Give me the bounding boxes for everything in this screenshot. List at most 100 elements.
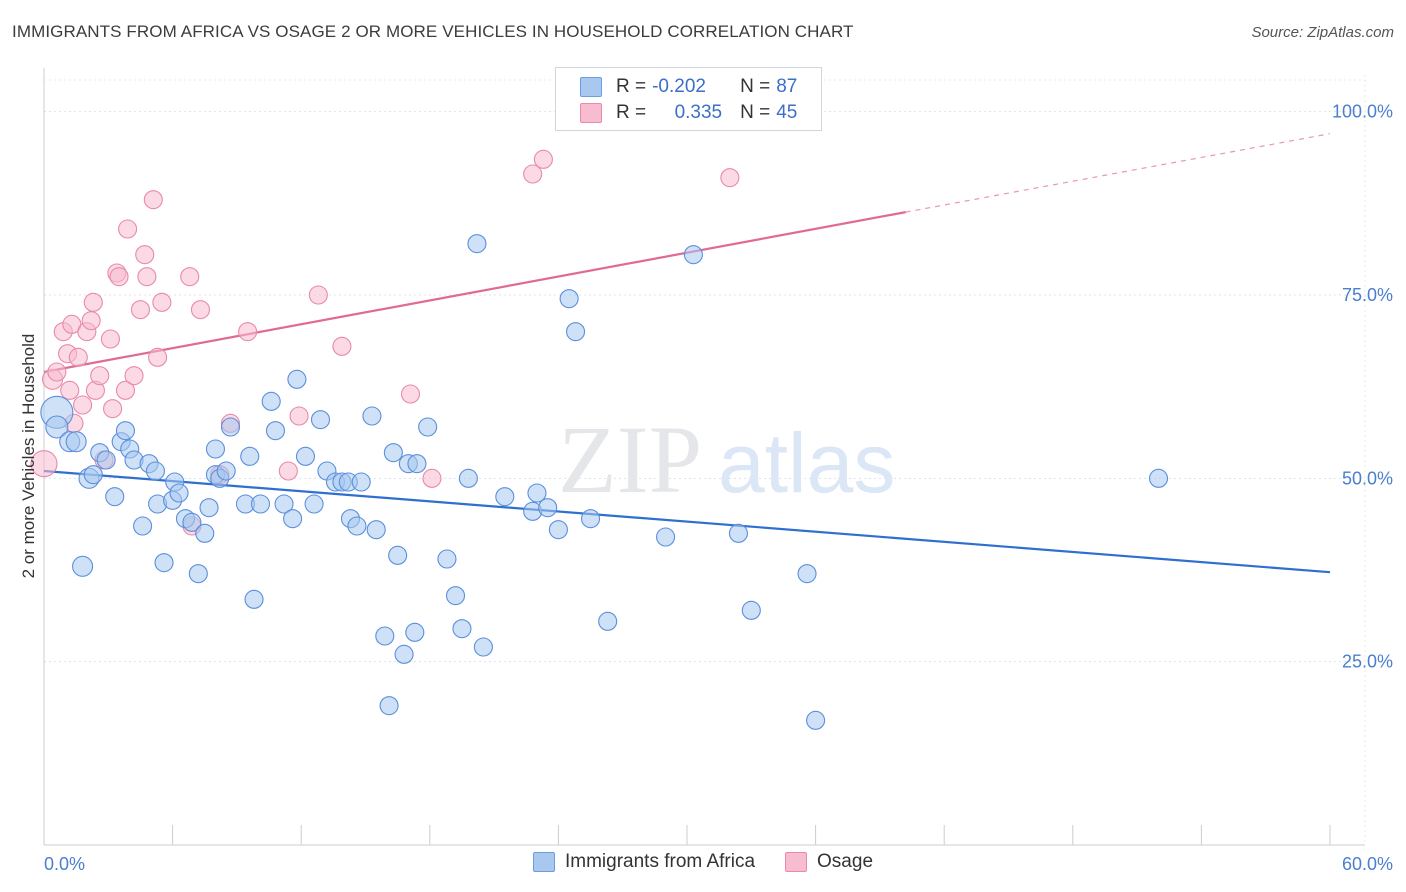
africa-point xyxy=(538,498,558,518)
osage-point xyxy=(83,292,103,312)
data-points xyxy=(30,149,1169,730)
africa-point xyxy=(394,644,414,664)
osage-point xyxy=(130,300,150,320)
africa-point xyxy=(366,520,386,540)
legend-row-africa: R = -0.202 N = 87 xyxy=(580,74,797,100)
africa-point xyxy=(250,494,271,514)
osage-point xyxy=(143,190,163,210)
osage-point xyxy=(90,366,110,386)
africa-point xyxy=(199,498,219,518)
legend-n-label: N = xyxy=(740,102,771,123)
osage-point xyxy=(135,245,155,265)
africa-point xyxy=(797,564,817,584)
y-axis-label: 2 or more Vehicles in Household xyxy=(19,334,38,579)
africa-point xyxy=(1148,468,1169,488)
legend-n-label: N = xyxy=(740,76,771,97)
africa-point xyxy=(656,527,676,547)
bottom-legend: Immigrants from Africa Osage xyxy=(0,851,1406,873)
africa-point xyxy=(418,417,438,437)
trend-line-africa xyxy=(43,469,1331,574)
osage-point xyxy=(400,384,421,404)
africa-point xyxy=(261,391,281,411)
bottom-legend-label: Osage xyxy=(817,851,874,872)
bottom-legend-swatch-africa xyxy=(532,852,555,872)
africa-point xyxy=(565,322,586,342)
africa-point xyxy=(407,454,427,474)
africa-point xyxy=(527,483,547,503)
osage-point xyxy=(152,292,172,312)
trend-line-extension xyxy=(905,133,1331,213)
africa-point xyxy=(580,509,601,529)
source-label: Source: ZipAtlas.com xyxy=(1251,24,1394,41)
osage-point xyxy=(68,347,88,367)
africa-point xyxy=(683,245,703,265)
osage-point xyxy=(30,450,58,478)
africa-point xyxy=(169,483,189,503)
africa-point xyxy=(182,512,202,532)
africa-point xyxy=(195,523,215,543)
africa-point xyxy=(728,523,748,543)
osage-point xyxy=(332,336,352,356)
bottom-legend-label: Immigrants from Africa xyxy=(564,851,756,872)
africa-point xyxy=(548,520,568,540)
x-tick-label: 0.0% xyxy=(44,854,85,874)
africa-point xyxy=(65,431,87,453)
trend-lines xyxy=(43,133,1331,574)
africa-point xyxy=(362,406,382,426)
osage-point xyxy=(103,399,123,419)
watermark-atlas: atlas xyxy=(718,416,895,510)
osage-point xyxy=(180,267,200,287)
africa-point xyxy=(379,696,399,716)
osage-point xyxy=(100,329,120,349)
africa-point xyxy=(265,421,286,441)
africa-point xyxy=(133,516,153,536)
africa-point xyxy=(405,622,425,642)
africa-point xyxy=(145,461,166,481)
bottom-legend-swatch-osage xyxy=(785,852,808,872)
trend-line-osage xyxy=(43,211,906,374)
osage-point xyxy=(289,406,309,426)
africa-point xyxy=(388,545,408,565)
legend-r-label: R = xyxy=(616,76,647,97)
africa-point xyxy=(216,461,236,481)
africa-point xyxy=(115,421,135,441)
legend-n-value: 87 xyxy=(776,76,798,97)
africa-point xyxy=(598,611,618,631)
osage-point xyxy=(278,461,298,481)
africa-point xyxy=(105,487,125,507)
legend-r-label: R = xyxy=(616,102,647,123)
africa-point xyxy=(351,472,371,492)
osage-point xyxy=(533,149,553,169)
africa-point xyxy=(347,516,367,536)
osage-point xyxy=(308,285,328,305)
africa-point xyxy=(559,289,579,309)
africa-point xyxy=(287,369,307,389)
watermark: ZIP atlas xyxy=(558,406,895,513)
africa-point xyxy=(205,439,226,459)
africa-point xyxy=(295,446,316,466)
africa-point xyxy=(188,564,208,584)
legend-swatch-africa xyxy=(580,77,602,97)
osage-point xyxy=(115,380,135,400)
africa-point xyxy=(240,446,260,466)
africa-point xyxy=(458,468,478,488)
africa-point xyxy=(72,555,94,577)
legend-r-value: -0.202 xyxy=(652,76,706,97)
osage-point xyxy=(81,311,101,331)
tick-labels: 25.0% 50.0% 75.0% 100.0% 0.0% 60.0% xyxy=(44,102,1393,874)
legend-n-value: 45 xyxy=(776,102,798,123)
africa-point xyxy=(383,443,403,463)
x-tick-label: 60.0% xyxy=(1342,854,1393,874)
africa-point xyxy=(375,626,395,646)
osage-point xyxy=(720,168,740,188)
africa-point xyxy=(495,487,515,507)
africa-point xyxy=(806,710,826,730)
africa-point xyxy=(220,417,241,437)
osage-point xyxy=(190,300,211,320)
osage-point xyxy=(137,267,157,287)
legend-swatch-osage xyxy=(580,103,602,123)
africa-point xyxy=(45,415,69,439)
chart-title: IMMIGRANTS FROM AFRICA VS OSAGE 2 OR MOR… xyxy=(12,22,854,41)
africa-point xyxy=(96,450,116,470)
